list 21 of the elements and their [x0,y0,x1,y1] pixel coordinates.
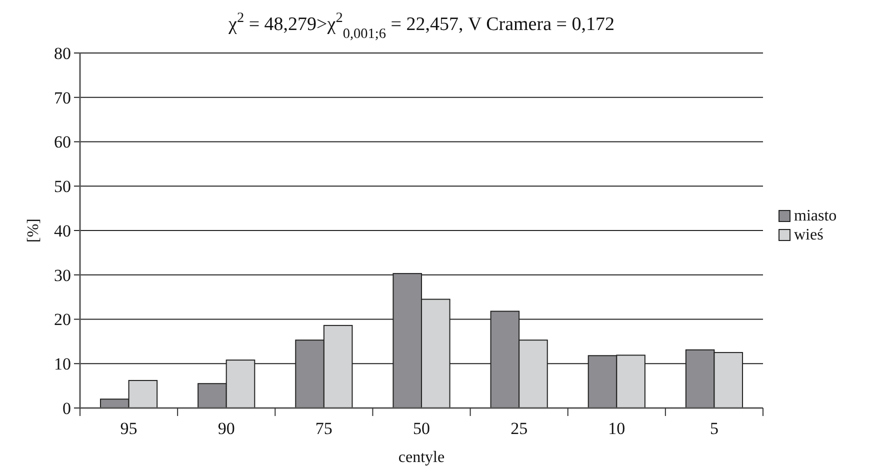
y-axis-title: [%] [25,218,42,242]
y-tick-label: 30 [54,266,71,285]
y-tick-label: 10 [54,354,71,374]
y-tick-label: 0 [62,398,71,418]
x-tick-label: 75 [315,419,332,438]
y-tick-label: 50 [54,177,71,196]
y-tick-label: 60 [54,132,71,152]
x-axis-title: centyle [398,449,445,466]
legend-label: miasto [794,208,837,224]
y-tick-label: 80 [54,44,71,63]
y-tick-label: 40 [54,221,71,240]
chart-title: χ$^{2}$ = 48,279>χ$^{2}$$_{0,001;6}$ = 22,457, V Cramera = 0,172 [228,10,614,42]
x-tick-label: 25 [510,419,528,438]
x-tick-label: 95 [120,419,138,438]
y-tick-label: 20 [54,310,71,330]
x-tick-label: 50 [413,419,430,438]
x-tick-label: 90 [218,419,235,438]
x-tick-label: 10 [608,419,626,438]
y-tick-label: 70 [54,88,71,108]
x-tick-label: 5 [710,419,718,438]
legend-label: wieś [794,226,824,244]
